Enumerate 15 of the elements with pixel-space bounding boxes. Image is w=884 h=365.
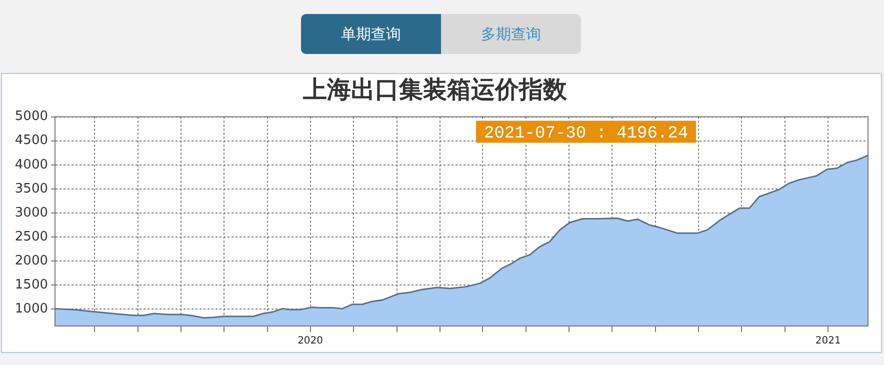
annotation: 2021-07-30 : 4196.24 (484, 124, 688, 144)
y-tick-label: 3500 (14, 181, 48, 196)
y-tick-label: 1500 (14, 277, 48, 292)
y-tick-label: 2000 (14, 253, 48, 268)
x-tick-label: 2020 (298, 336, 324, 347)
x-tick-label: 2021 (815, 336, 841, 347)
y-tick-label: 2500 (14, 229, 48, 244)
y-tick-label: 4000 (14, 157, 48, 172)
tab-button: 单期查询 (301, 14, 441, 54)
y-tick-label: 3000 (14, 205, 48, 220)
y-tick-label: 1000 (14, 302, 48, 317)
y-tick-label: 4500 (14, 133, 48, 148)
y-tick-label: 5000 (14, 109, 48, 124)
chart-title: 上海出口集装箱运价指数 (302, 74, 568, 104)
tab-button: 多期查询 (441, 14, 581, 54)
